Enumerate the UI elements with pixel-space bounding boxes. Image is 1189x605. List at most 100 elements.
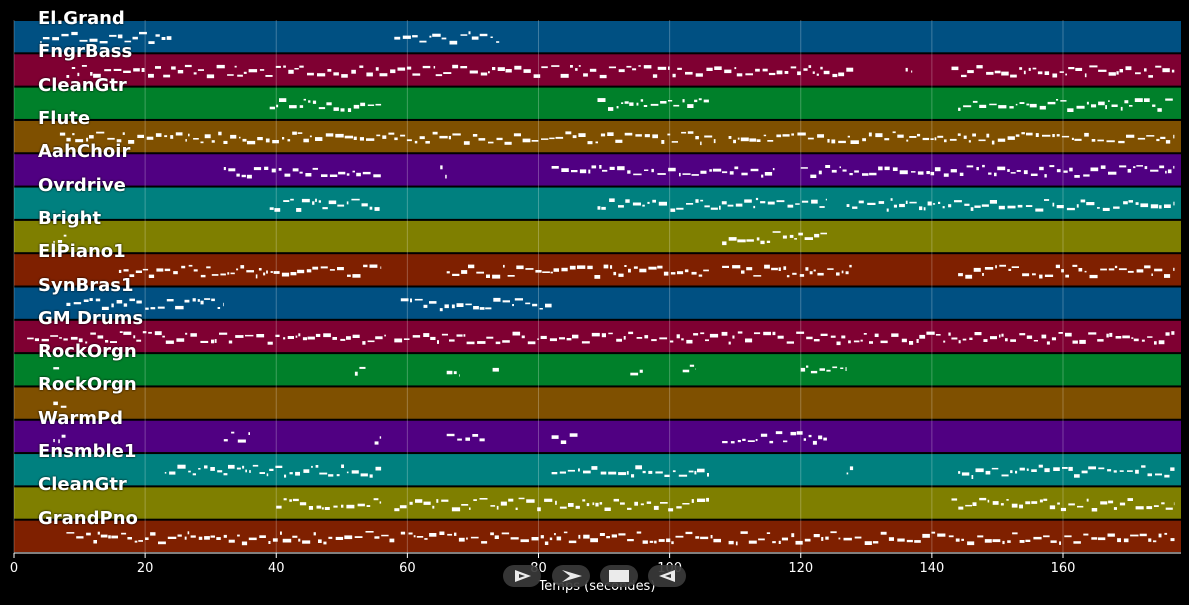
note — [270, 271, 273, 273]
note — [1161, 502, 1165, 505]
note — [767, 201, 775, 205]
note — [709, 169, 712, 172]
note — [1159, 205, 1162, 209]
note — [858, 200, 864, 204]
note — [618, 69, 625, 73]
note — [312, 167, 318, 170]
note — [992, 539, 1001, 543]
note — [409, 501, 413, 505]
note — [800, 367, 806, 372]
note — [218, 131, 222, 136]
note — [128, 140, 135, 144]
note — [566, 338, 572, 341]
note — [1100, 268, 1107, 271]
note — [948, 204, 952, 208]
note — [198, 536, 203, 540]
note — [832, 73, 838, 78]
note — [586, 503, 590, 507]
note — [441, 333, 448, 336]
note — [848, 340, 851, 344]
note — [248, 537, 257, 541]
note — [283, 65, 286, 68]
note — [167, 536, 177, 539]
note — [1012, 532, 1018, 535]
note — [284, 173, 291, 177]
note — [95, 298, 101, 302]
note — [61, 33, 69, 37]
note — [470, 536, 479, 539]
note — [206, 266, 211, 269]
note — [1173, 201, 1175, 206]
note — [522, 138, 531, 143]
note — [971, 475, 974, 479]
note — [1173, 134, 1175, 139]
note — [173, 271, 178, 275]
rewind-button[interactable] — [648, 565, 686, 587]
note — [1171, 331, 1175, 335]
note — [891, 333, 899, 337]
note — [618, 273, 624, 277]
note — [123, 303, 128, 307]
note — [905, 67, 908, 72]
note — [772, 331, 776, 336]
note — [366, 138, 375, 141]
forward-button[interactable] — [552, 565, 590, 587]
note — [275, 465, 283, 468]
note — [991, 140, 995, 145]
track-band — [14, 520, 1181, 552]
note — [569, 265, 576, 270]
stop-button[interactable] — [600, 565, 638, 587]
note — [459, 374, 460, 377]
note — [57, 240, 63, 244]
note — [1057, 502, 1060, 505]
note — [599, 533, 605, 536]
note — [150, 532, 156, 536]
note — [1122, 335, 1130, 339]
note — [458, 537, 465, 542]
note — [704, 135, 713, 138]
note — [1017, 204, 1023, 208]
note — [1033, 536, 1042, 540]
note — [312, 100, 317, 104]
play-button[interactable] — [503, 565, 541, 587]
note — [1026, 103, 1030, 106]
note — [469, 507, 471, 510]
note — [712, 168, 722, 172]
note — [755, 197, 759, 201]
note — [1141, 339, 1145, 342]
note — [954, 200, 962, 203]
note — [148, 73, 154, 78]
note — [248, 69, 258, 73]
note — [950, 169, 957, 173]
note — [658, 539, 665, 542]
note — [1039, 166, 1044, 171]
note — [747, 440, 755, 442]
note — [559, 506, 567, 509]
note — [269, 106, 275, 110]
note — [375, 466, 382, 471]
note — [390, 69, 396, 74]
note — [460, 66, 468, 69]
note — [958, 340, 961, 344]
note — [1102, 207, 1110, 211]
note — [625, 199, 630, 203]
note — [872, 541, 879, 544]
track-notes — [53, 364, 847, 377]
note — [1146, 135, 1155, 137]
note — [657, 173, 666, 175]
note — [223, 140, 228, 144]
note — [1130, 534, 1139, 537]
note — [333, 107, 339, 111]
note — [985, 470, 991, 475]
note — [571, 170, 578, 173]
note — [958, 273, 963, 277]
note — [237, 74, 243, 77]
note — [340, 108, 345, 112]
tick-label: 160 — [1050, 561, 1076, 576]
note — [264, 166, 269, 170]
note — [1158, 533, 1162, 538]
note — [53, 240, 55, 243]
note — [1133, 338, 1139, 342]
note — [497, 67, 505, 71]
note — [838, 537, 841, 540]
